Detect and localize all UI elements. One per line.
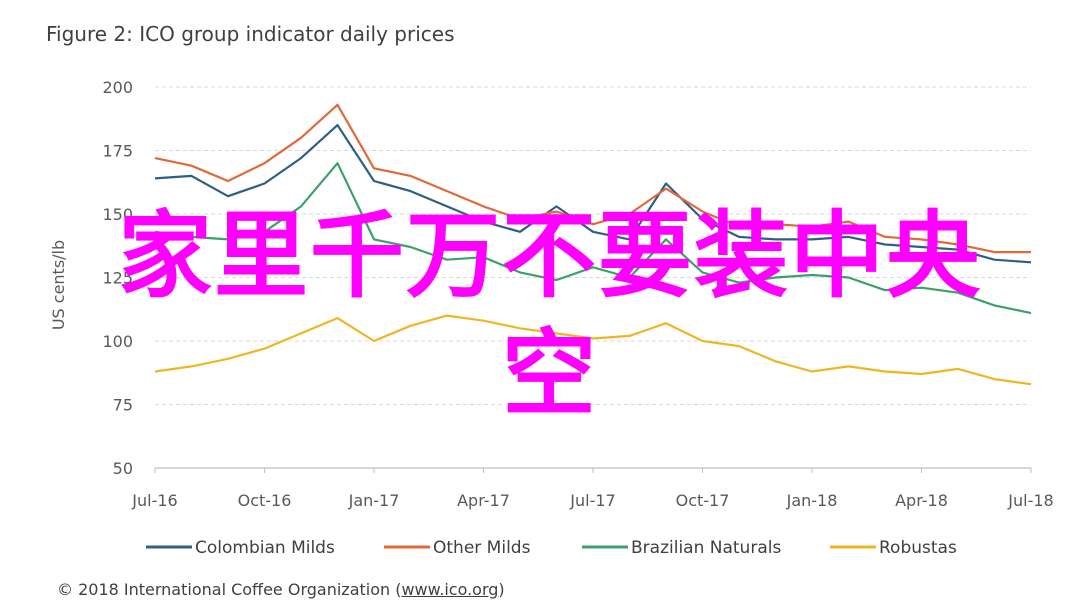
ico-website-link[interactable]: www.ico.org [401,580,499,599]
watermark-line-1: 家里千万不要装中央 [117,202,982,311]
y-axis-ticks: 200 175 150 125 100 75 50 [102,78,133,478]
y-axis-label: US cents/lb [49,240,68,330]
series-line-3 [154,314,1032,386]
legend-label: Other Milds [433,538,531,558]
x-axis-ticks: Jul-16 Oct-16 Jan-17 Apr-17 Jul-17 Oct-17 Jan-… [131,468,1054,510]
x-tick-label: Jul-18 [1007,491,1053,510]
watermark-line-2: 空 [501,320,598,429]
legend-label: Robustas [879,538,957,558]
x-tick-label: Jul-17 [569,491,615,510]
x-tick-label: Oct-17 [676,491,730,510]
copyright-prefix: © 2018 International Coffee Organization… [57,580,402,599]
x-tick-label: Apr-17 [457,491,510,510]
y-tick-label: 200 [102,78,133,97]
series-line-2 [154,162,1032,315]
x-tick-label: Jul-16 [131,491,177,510]
y-tick-label: 125 [102,269,133,288]
y-tick-label: 175 [102,142,133,161]
legend-label: Brazilian Naturals [631,538,781,558]
y-tick-label: 50 [113,459,133,478]
y-tick-label: 150 [102,205,133,224]
y-tick-label: 75 [113,396,133,415]
legend-label: Colombian Milds [195,538,335,558]
watermark-overlay-text: 家里千万不要装中央 空 [30,198,1070,434]
x-tick-label: Jan-17 [348,491,400,510]
x-tick-label: Oct-16 [238,491,292,510]
series-line-1 [154,103,1031,254]
x-tick-label: Jan-18 [786,491,838,510]
grid-lines [155,86,1031,405]
series-lines [154,103,1032,386]
legend: Colombian Milds Other Milds Brazilian Natu… [146,538,957,558]
x-tick-label: Apr-18 [895,491,948,510]
y-tick-label: 100 [102,332,133,351]
series-line-0 [154,123,1032,264]
copyright-notice: © 2018 International Coffee Organization… [57,580,505,599]
chart-title: Figure 2: ICO group indicator daily pric… [46,22,455,46]
copyright-suffix: ) [498,580,505,599]
